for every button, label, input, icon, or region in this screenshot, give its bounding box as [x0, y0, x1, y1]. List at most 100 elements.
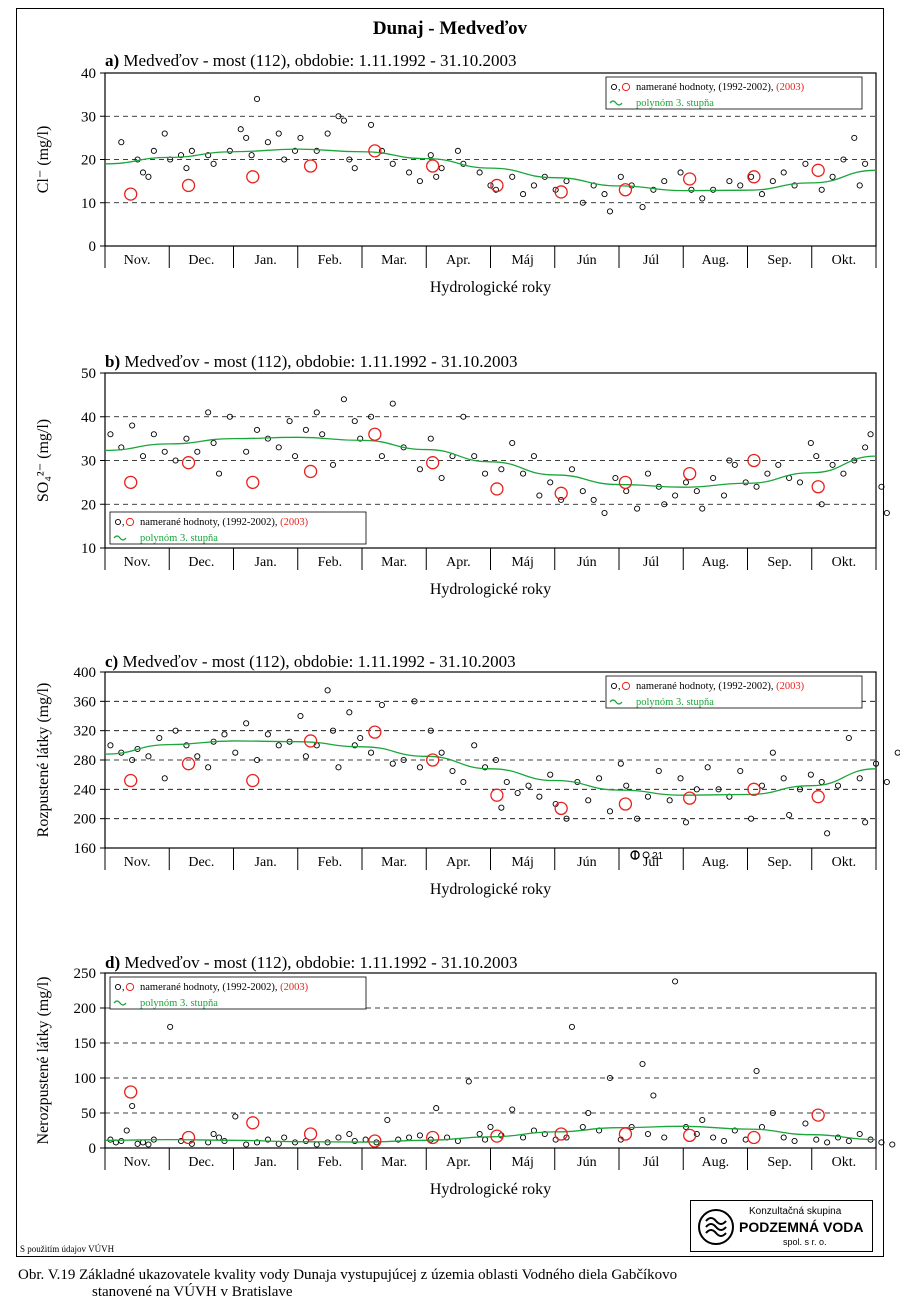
data-point-1992-2002: [118, 139, 125, 146]
data-point-1992-2002: [644, 793, 652, 800]
data-point-1992-2002: [710, 186, 717, 193]
data-point-1992-2002: [710, 1134, 717, 1141]
data-point-1992-2002: [482, 764, 489, 771]
data-point-1992-2002: [878, 483, 885, 490]
data-point-1992-2002: [856, 1130, 863, 1138]
data-point-2003: [124, 1085, 138, 1099]
data-point-1992-2002: [221, 1137, 228, 1145]
legend-marker-2003: [125, 982, 135, 992]
legend-label-measured: namerané hodnoty, (1992-2002), (2003): [636, 82, 805, 93]
data-point-1992-2002: [460, 778, 467, 786]
data-point-1992-2002: [205, 152, 212, 159]
data-point-1992-2002: [248, 152, 255, 159]
data-point-2003: [490, 1129, 504, 1143]
data-point-1992-2002: [655, 767, 662, 775]
data-point-1992-2002: [547, 479, 554, 486]
y-tick-label: 50: [81, 1106, 96, 1122]
data-point-1992-2002: [536, 793, 543, 800]
data-point-1992-2002: [867, 431, 874, 438]
data-point-1992-2002: [590, 496, 597, 503]
data-point-2003: [618, 183, 633, 197]
source-note: S použitím údajov VÚVH: [20, 1244, 115, 1254]
x-tick-label: Feb.: [318, 253, 343, 268]
data-point-1992-2002: [384, 1116, 391, 1124]
data-point-1992-2002: [471, 453, 478, 460]
data-point-1992-2002: [634, 505, 641, 512]
data-point-2003: [683, 791, 697, 805]
data-point-1992-2002: [172, 727, 179, 734]
data-point-1992-2002: [291, 1139, 299, 1146]
data-point-1992-2002: [563, 815, 570, 822]
data-point-1992-2002: [802, 160, 809, 167]
data-point-2003: [811, 163, 825, 177]
data-point-2003: [490, 178, 504, 193]
data-point-1992-2002: [416, 1132, 423, 1139]
data-point-1992-2002: [682, 819, 690, 826]
data-point-1992-2002: [335, 1134, 342, 1141]
legend-label-poly: polynóm 3. stupňa: [636, 98, 714, 109]
data-point-1992-2002: [378, 453, 385, 460]
data-point-2003: [303, 1127, 318, 1141]
legend-marker-measured: [610, 83, 618, 91]
data-point-1992-2002: [346, 1130, 353, 1138]
data-point-2003: [246, 773, 260, 788]
caption-line1: Obr. V.19 Základné ukazovatele kvality v…: [18, 1267, 678, 1283]
data-point-1992-2002: [129, 422, 136, 429]
data-point-1992-2002: [726, 457, 733, 464]
legend-label-poly: polynóm 3. stupňa: [140, 533, 218, 544]
x-tick-label: Jan.: [255, 253, 277, 268]
y-tick-label: 10: [81, 541, 96, 557]
x-tick-label: Jan.: [255, 1155, 277, 1170]
data-point-1992-2002: [297, 134, 304, 141]
y-tick-label: 10: [81, 196, 96, 212]
x-axis-label: Hydrologické roky: [430, 279, 551, 296]
y-tick-label: 400: [74, 665, 97, 681]
data-point-1992-2002: [780, 775, 787, 782]
legend-label-measured: namerané hodnoty, (1992-2002), (2003): [140, 982, 309, 993]
data-point-1992-2002: [558, 496, 565, 503]
y-axis-label: Cl⁻ (mg/l): [35, 126, 52, 194]
x-tick-label: Mar.: [381, 253, 407, 268]
data-point-1992-2002: [161, 448, 168, 455]
company-logo: Konzultačná skupina PODZEMNÁ VODA spol. …: [690, 1200, 873, 1252]
data-point-2003: [490, 788, 504, 802]
data-point-1992-2002: [644, 470, 652, 477]
data-point-1992-2002: [319, 431, 326, 438]
data-point-1992-2002: [406, 1134, 413, 1141]
y-tick-label: 150: [74, 1036, 97, 1052]
data-point-1992-2002: [666, 797, 673, 804]
x-tick-label: Sep.: [767, 1155, 792, 1170]
data-point-1992-2002: [237, 126, 244, 133]
x-tick-label: Júl: [643, 253, 659, 268]
data-point-1992-2002: [834, 1134, 842, 1141]
offscale-marker-icon: [630, 850, 640, 860]
data-point-1992-2002: [585, 797, 592, 804]
x-tick-label: Jún: [577, 855, 596, 870]
data-point-1992-2002: [661, 501, 668, 508]
x-tick-label: Jan.: [255, 855, 277, 870]
data-point-1992-2002: [769, 178, 776, 185]
data-point-1992-2002: [172, 457, 179, 464]
data-point-1992-2002: [672, 492, 679, 499]
data-point-1992-2002: [487, 1123, 494, 1131]
data-point-1992-2002: [530, 453, 537, 460]
data-point-2003: [124, 475, 138, 490]
data-point-1992-2002: [226, 413, 233, 420]
x-tick-label: Nov.: [124, 555, 151, 570]
x-tick-label: Máj: [511, 555, 534, 570]
data-point-1992-2002: [720, 1137, 728, 1145]
panel-title-b: b) Medveďov - most (112), obdobie: 1.11.…: [105, 352, 518, 371]
data-point-1992-2002: [205, 409, 212, 416]
data-point-1992-2002: [297, 712, 304, 720]
data-point-2003: [618, 475, 633, 490]
data-point-1992-2002: [313, 1141, 320, 1148]
data-point-1992-2002: [145, 753, 152, 760]
poly-curve-a: [104, 148, 877, 192]
legend-marker-measured: [610, 682, 618, 690]
legend-box-b: [109, 511, 367, 545]
x-axis-label: Hydrologické roky: [430, 581, 551, 598]
data-point-2003: [747, 453, 761, 468]
data-point-1992-2002: [232, 1113, 239, 1120]
data-point-1992-2002: [807, 771, 814, 778]
